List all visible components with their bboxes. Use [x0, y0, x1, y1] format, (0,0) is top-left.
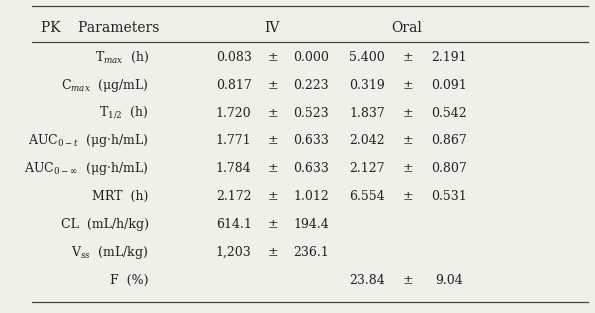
Text: T$_{max}$  (h): T$_{max}$ (h) [95, 50, 149, 65]
Text: 1.720: 1.720 [216, 106, 252, 120]
Text: ±: ± [402, 51, 413, 64]
Text: 0.817: 0.817 [216, 79, 252, 92]
Text: ±: ± [268, 162, 278, 175]
Text: ±: ± [268, 218, 278, 231]
Text: ±: ± [268, 246, 278, 259]
Text: Oral: Oral [391, 21, 422, 35]
Text: 1.837: 1.837 [349, 106, 385, 120]
Text: 1.012: 1.012 [293, 190, 329, 203]
Text: ±: ± [402, 274, 413, 287]
Text: ±: ± [402, 106, 413, 120]
Text: MRT  (h): MRT (h) [92, 190, 149, 203]
Text: 0.867: 0.867 [431, 135, 467, 147]
Text: ±: ± [268, 135, 278, 147]
Text: ±: ± [402, 190, 413, 203]
Text: 2.172: 2.172 [216, 190, 251, 203]
Text: 2.042: 2.042 [349, 135, 384, 147]
Text: T$_{1/2}$  (h): T$_{1/2}$ (h) [99, 105, 149, 121]
Text: PK    Parameters: PK Parameters [41, 21, 159, 35]
Text: 194.4: 194.4 [293, 218, 329, 231]
Text: 23.84: 23.84 [349, 274, 385, 287]
Text: F  (%): F (%) [110, 274, 149, 287]
Text: ±: ± [268, 51, 278, 64]
Text: ±: ± [402, 79, 413, 92]
Text: ±: ± [402, 135, 413, 147]
Text: V$_{ss}$  (mL/kg): V$_{ss}$ (mL/kg) [71, 244, 149, 261]
Text: 0.091: 0.091 [431, 79, 467, 92]
Text: ±: ± [402, 162, 413, 175]
Text: 0.223: 0.223 [293, 79, 329, 92]
Text: ±: ± [268, 190, 278, 203]
Text: 1.771: 1.771 [216, 135, 252, 147]
Text: 9.04: 9.04 [435, 274, 463, 287]
Text: IV: IV [264, 21, 279, 35]
Text: 0.633: 0.633 [293, 135, 329, 147]
Text: 5.400: 5.400 [349, 51, 385, 64]
Text: AUC$_{0-∞}$  (μg·h/mL): AUC$_{0-∞}$ (μg·h/mL) [24, 160, 149, 177]
Text: 0.000: 0.000 [293, 51, 329, 64]
Text: ±: ± [268, 106, 278, 120]
Text: CL  (mL/h/kg): CL (mL/h/kg) [61, 218, 149, 231]
Text: 0.319: 0.319 [349, 79, 385, 92]
Text: 0.807: 0.807 [431, 162, 467, 175]
Text: 0.542: 0.542 [431, 106, 467, 120]
Text: 6.554: 6.554 [349, 190, 384, 203]
Text: 2.127: 2.127 [349, 162, 384, 175]
Text: 614.1: 614.1 [216, 218, 252, 231]
Text: 2.191: 2.191 [431, 51, 467, 64]
Text: 1,203: 1,203 [216, 246, 252, 259]
Text: AUC$_{0-t}$  (μg·h/mL): AUC$_{0-t}$ (μg·h/mL) [28, 132, 149, 150]
Text: 0.633: 0.633 [293, 162, 329, 175]
Text: 0.083: 0.083 [216, 51, 252, 64]
Text: 0.531: 0.531 [431, 190, 467, 203]
Text: 236.1: 236.1 [293, 246, 329, 259]
Text: 0.523: 0.523 [293, 106, 329, 120]
Text: ±: ± [268, 79, 278, 92]
Text: C$_{max}$  (μg/mL): C$_{max}$ (μg/mL) [61, 77, 149, 94]
Text: 1.784: 1.784 [216, 162, 252, 175]
